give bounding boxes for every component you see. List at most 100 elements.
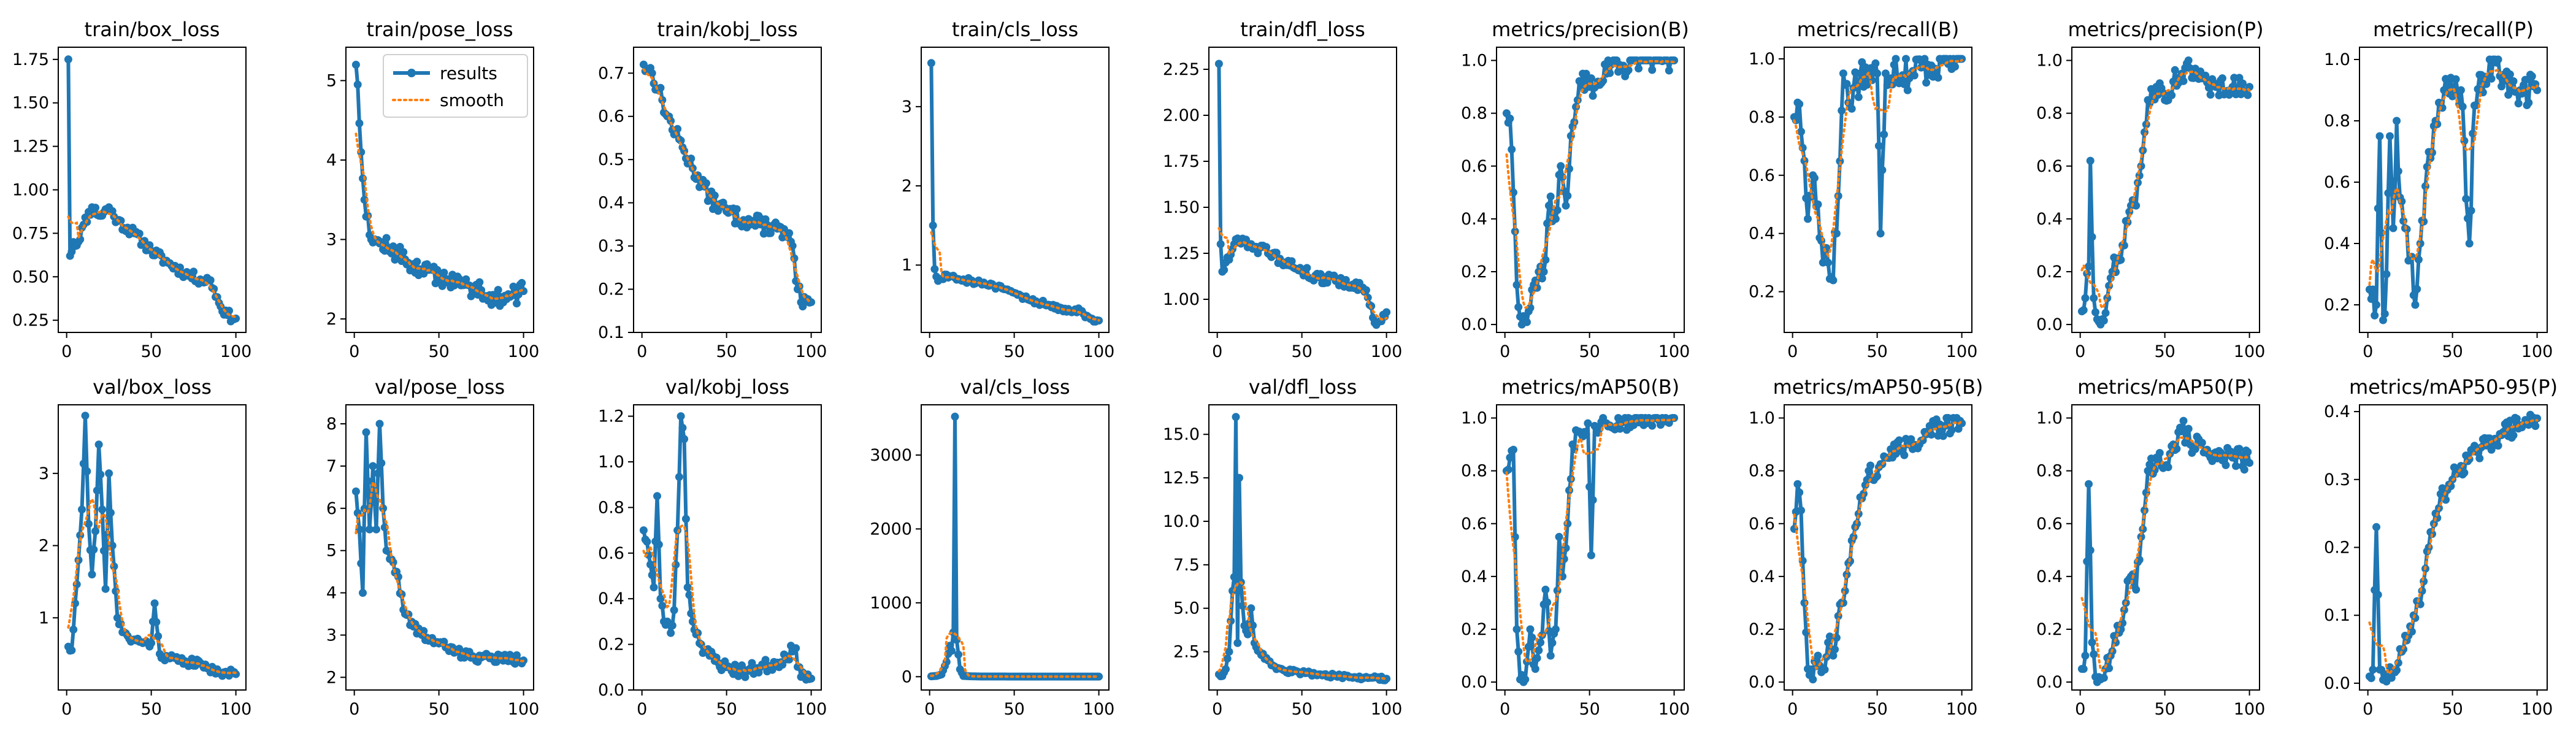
y-tick-label: 2: [39, 537, 49, 556]
x-tick-label: 50: [1866, 342, 1887, 361]
x-tick-label: 0: [924, 342, 935, 361]
results-point: [135, 229, 144, 238]
y-tick-label: 0.4: [2324, 234, 2350, 253]
results-point: [1665, 66, 1673, 75]
results-point: [440, 269, 448, 277]
results-point: [369, 462, 377, 470]
results-point: [1871, 59, 1880, 67]
results-point: [2460, 469, 2469, 477]
results-point: [2456, 86, 2465, 94]
x-tick-label: 100: [2234, 342, 2266, 361]
y-tick-label: 1.00: [12, 181, 49, 200]
x-tick-label: 0: [1500, 342, 1510, 361]
y-tick-label: 10.0: [1163, 512, 1200, 531]
results-point: [1834, 192, 1842, 200]
results-point: [2240, 466, 2248, 474]
results-point: [91, 204, 100, 212]
results-point: [1541, 585, 1550, 594]
results-point: [2099, 316, 2108, 325]
y-tick-label: 0.0: [2036, 673, 2063, 692]
results-point: [79, 459, 88, 468]
results-point: [1838, 106, 1846, 115]
x-tick-label: 100: [1371, 342, 1403, 361]
x-tick-label: 50: [1291, 700, 1312, 719]
results-point: [90, 545, 98, 554]
results-point: [668, 621, 677, 630]
results-point: [1880, 130, 1888, 139]
subplot-metrics-precision-b: metrics/precision(B) 0 50 100 0.0 0.2 0.4 0.6 0.…: [1461, 18, 1690, 361]
results-point: [1839, 599, 1847, 607]
smooth-line: [355, 481, 525, 662]
results-point: [91, 527, 100, 535]
x-tick-label: 50: [1866, 700, 1887, 719]
y-tick-label: 0.2: [2324, 296, 2350, 315]
results-point: [710, 191, 719, 200]
results-point: [2369, 285, 2377, 294]
results-point: [88, 570, 96, 579]
x-tick-label: 0: [349, 342, 359, 361]
y-tick-label: 1.0: [1461, 409, 1487, 428]
results-point: [351, 61, 360, 69]
results-point: [2218, 74, 2226, 83]
results-point: [372, 525, 380, 534]
results-point: [152, 618, 161, 626]
y-tick-label: 12.5: [1163, 469, 1200, 488]
results-point: [2389, 224, 2398, 232]
results-point: [1881, 69, 1890, 78]
results-point: [1927, 431, 1936, 439]
subplot-metrics-map50-b: metrics/mAP50(B) 0 50 100 0.0 0.2 0.4 0.6 0.8 1.0: [1461, 375, 1690, 719]
results-point: [1528, 633, 1536, 642]
results-point: [2204, 83, 2213, 92]
subplot-title: metrics/mAP50(B): [1501, 375, 1680, 399]
results-point: [2372, 523, 2380, 531]
subplot-train-cls-loss: train/cls_loss 0 50 100 1 2 3: [902, 18, 1115, 361]
y-tick-label: 0.5: [598, 150, 624, 169]
results-point: [1900, 451, 1909, 459]
results-point: [1514, 647, 1523, 656]
results-point: [2239, 79, 2247, 88]
subplot-train-pose-loss: train/pose_loss 0 50 100 2 3 4 5 results smooth: [326, 18, 540, 361]
x-tick-label: 100: [1946, 342, 1978, 361]
x-tick-label: 50: [716, 342, 737, 361]
subplot-val-dfl-loss: val/dfl_loss 0 50 100 2.5 5.0 7.5 10.0 12.5 15.0: [1163, 375, 1402, 719]
results-point: [225, 307, 233, 315]
y-tick-label: 4: [326, 151, 337, 170]
results-point: [399, 248, 408, 256]
results-point: [714, 207, 723, 215]
y-tick-label: 8: [326, 415, 337, 434]
x-tick-label: 100: [2521, 342, 2553, 361]
results-point: [1895, 436, 1903, 445]
smooth-line: [1217, 581, 1388, 680]
results-point: [1874, 142, 1883, 150]
results-point: [2081, 294, 2090, 302]
results-point: [1863, 80, 1871, 89]
subplot-title: train/cls_loss: [952, 18, 1078, 41]
results-point: [2456, 462, 2465, 470]
y-tick-label: 0.4: [1749, 224, 1775, 243]
results-point: [69, 626, 78, 634]
results-point: [2179, 77, 2188, 85]
results-point: [2088, 638, 2096, 646]
y-tick-label: 1.0: [2036, 409, 2063, 428]
results-point: [1670, 56, 1679, 64]
results-point: [1939, 432, 1947, 440]
results-point: [2135, 556, 2144, 564]
x-tick-label: 50: [2154, 342, 2175, 361]
smooth-line: [1793, 59, 1963, 258]
results-point: [2090, 294, 2098, 302]
results-point: [741, 673, 749, 681]
subplot-title: val/cls_loss: [960, 375, 1070, 399]
y-tick-label: 2.25: [1163, 60, 1200, 79]
results-point: [1546, 192, 1555, 201]
results-point: [2079, 306, 2088, 315]
subplot-title: val/box_loss: [93, 375, 212, 399]
results-point: [2465, 239, 2474, 248]
results-point: [67, 646, 76, 654]
results-point: [2244, 91, 2252, 99]
results-point: [154, 632, 163, 640]
results-point: [475, 278, 484, 286]
smooth-line: [2368, 68, 2539, 286]
results-point: [2085, 262, 2093, 270]
legend: results smooth: [383, 54, 528, 118]
results-point: [673, 125, 682, 133]
